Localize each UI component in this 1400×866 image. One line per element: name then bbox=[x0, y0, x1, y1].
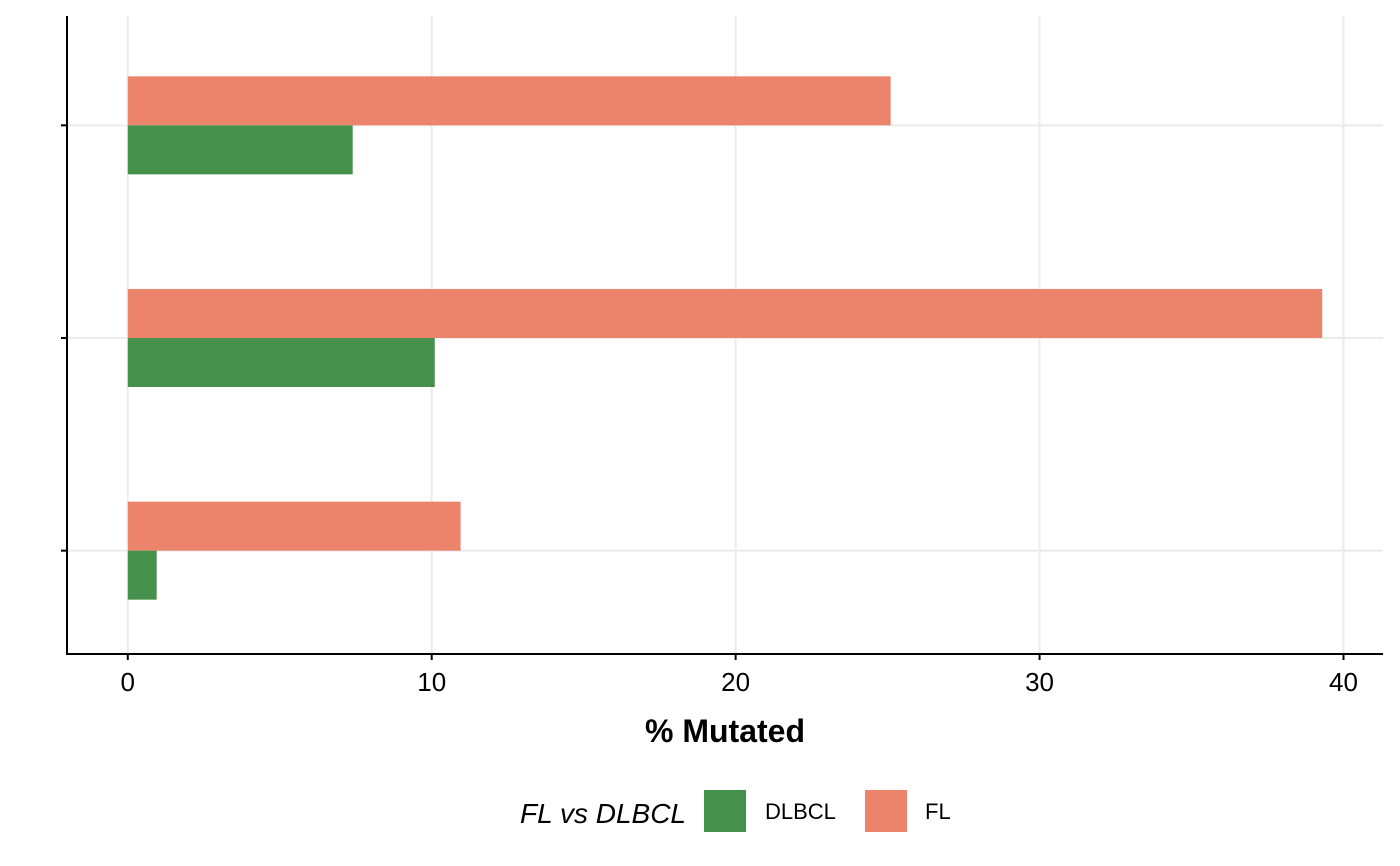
x-tick-label: 0 bbox=[121, 667, 135, 697]
bar-dlbcl bbox=[127, 125, 353, 175]
x-tick-label: 40 bbox=[1329, 667, 1358, 697]
x-axis-ticks: 0 10 20 30 40 bbox=[121, 654, 1358, 697]
legend: FL vs DLBCL DLBCL FL bbox=[520, 790, 951, 832]
x-tick-label: 20 bbox=[721, 667, 750, 697]
bar-fl bbox=[127, 76, 891, 126]
legend-label-fl: FL bbox=[925, 799, 951, 824]
x-tick-label: 30 bbox=[1025, 667, 1054, 697]
legend-label-dlbcl: DLBCL bbox=[765, 799, 836, 824]
bar-fl bbox=[127, 501, 461, 551]
bar-fl bbox=[127, 289, 1323, 338]
x-tick-label: 10 bbox=[417, 667, 446, 697]
legend-key-dlbcl bbox=[704, 790, 746, 832]
y-axis-ticks bbox=[61, 124, 67, 552]
legend-key-fl bbox=[865, 790, 907, 832]
bar-dlbcl bbox=[127, 338, 435, 387]
legend-title: FL vs DLBCL bbox=[520, 798, 686, 829]
bar-dlbcl bbox=[127, 550, 157, 600]
bars bbox=[127, 76, 1323, 600]
x-axis-title: % Mutated bbox=[645, 713, 805, 749]
